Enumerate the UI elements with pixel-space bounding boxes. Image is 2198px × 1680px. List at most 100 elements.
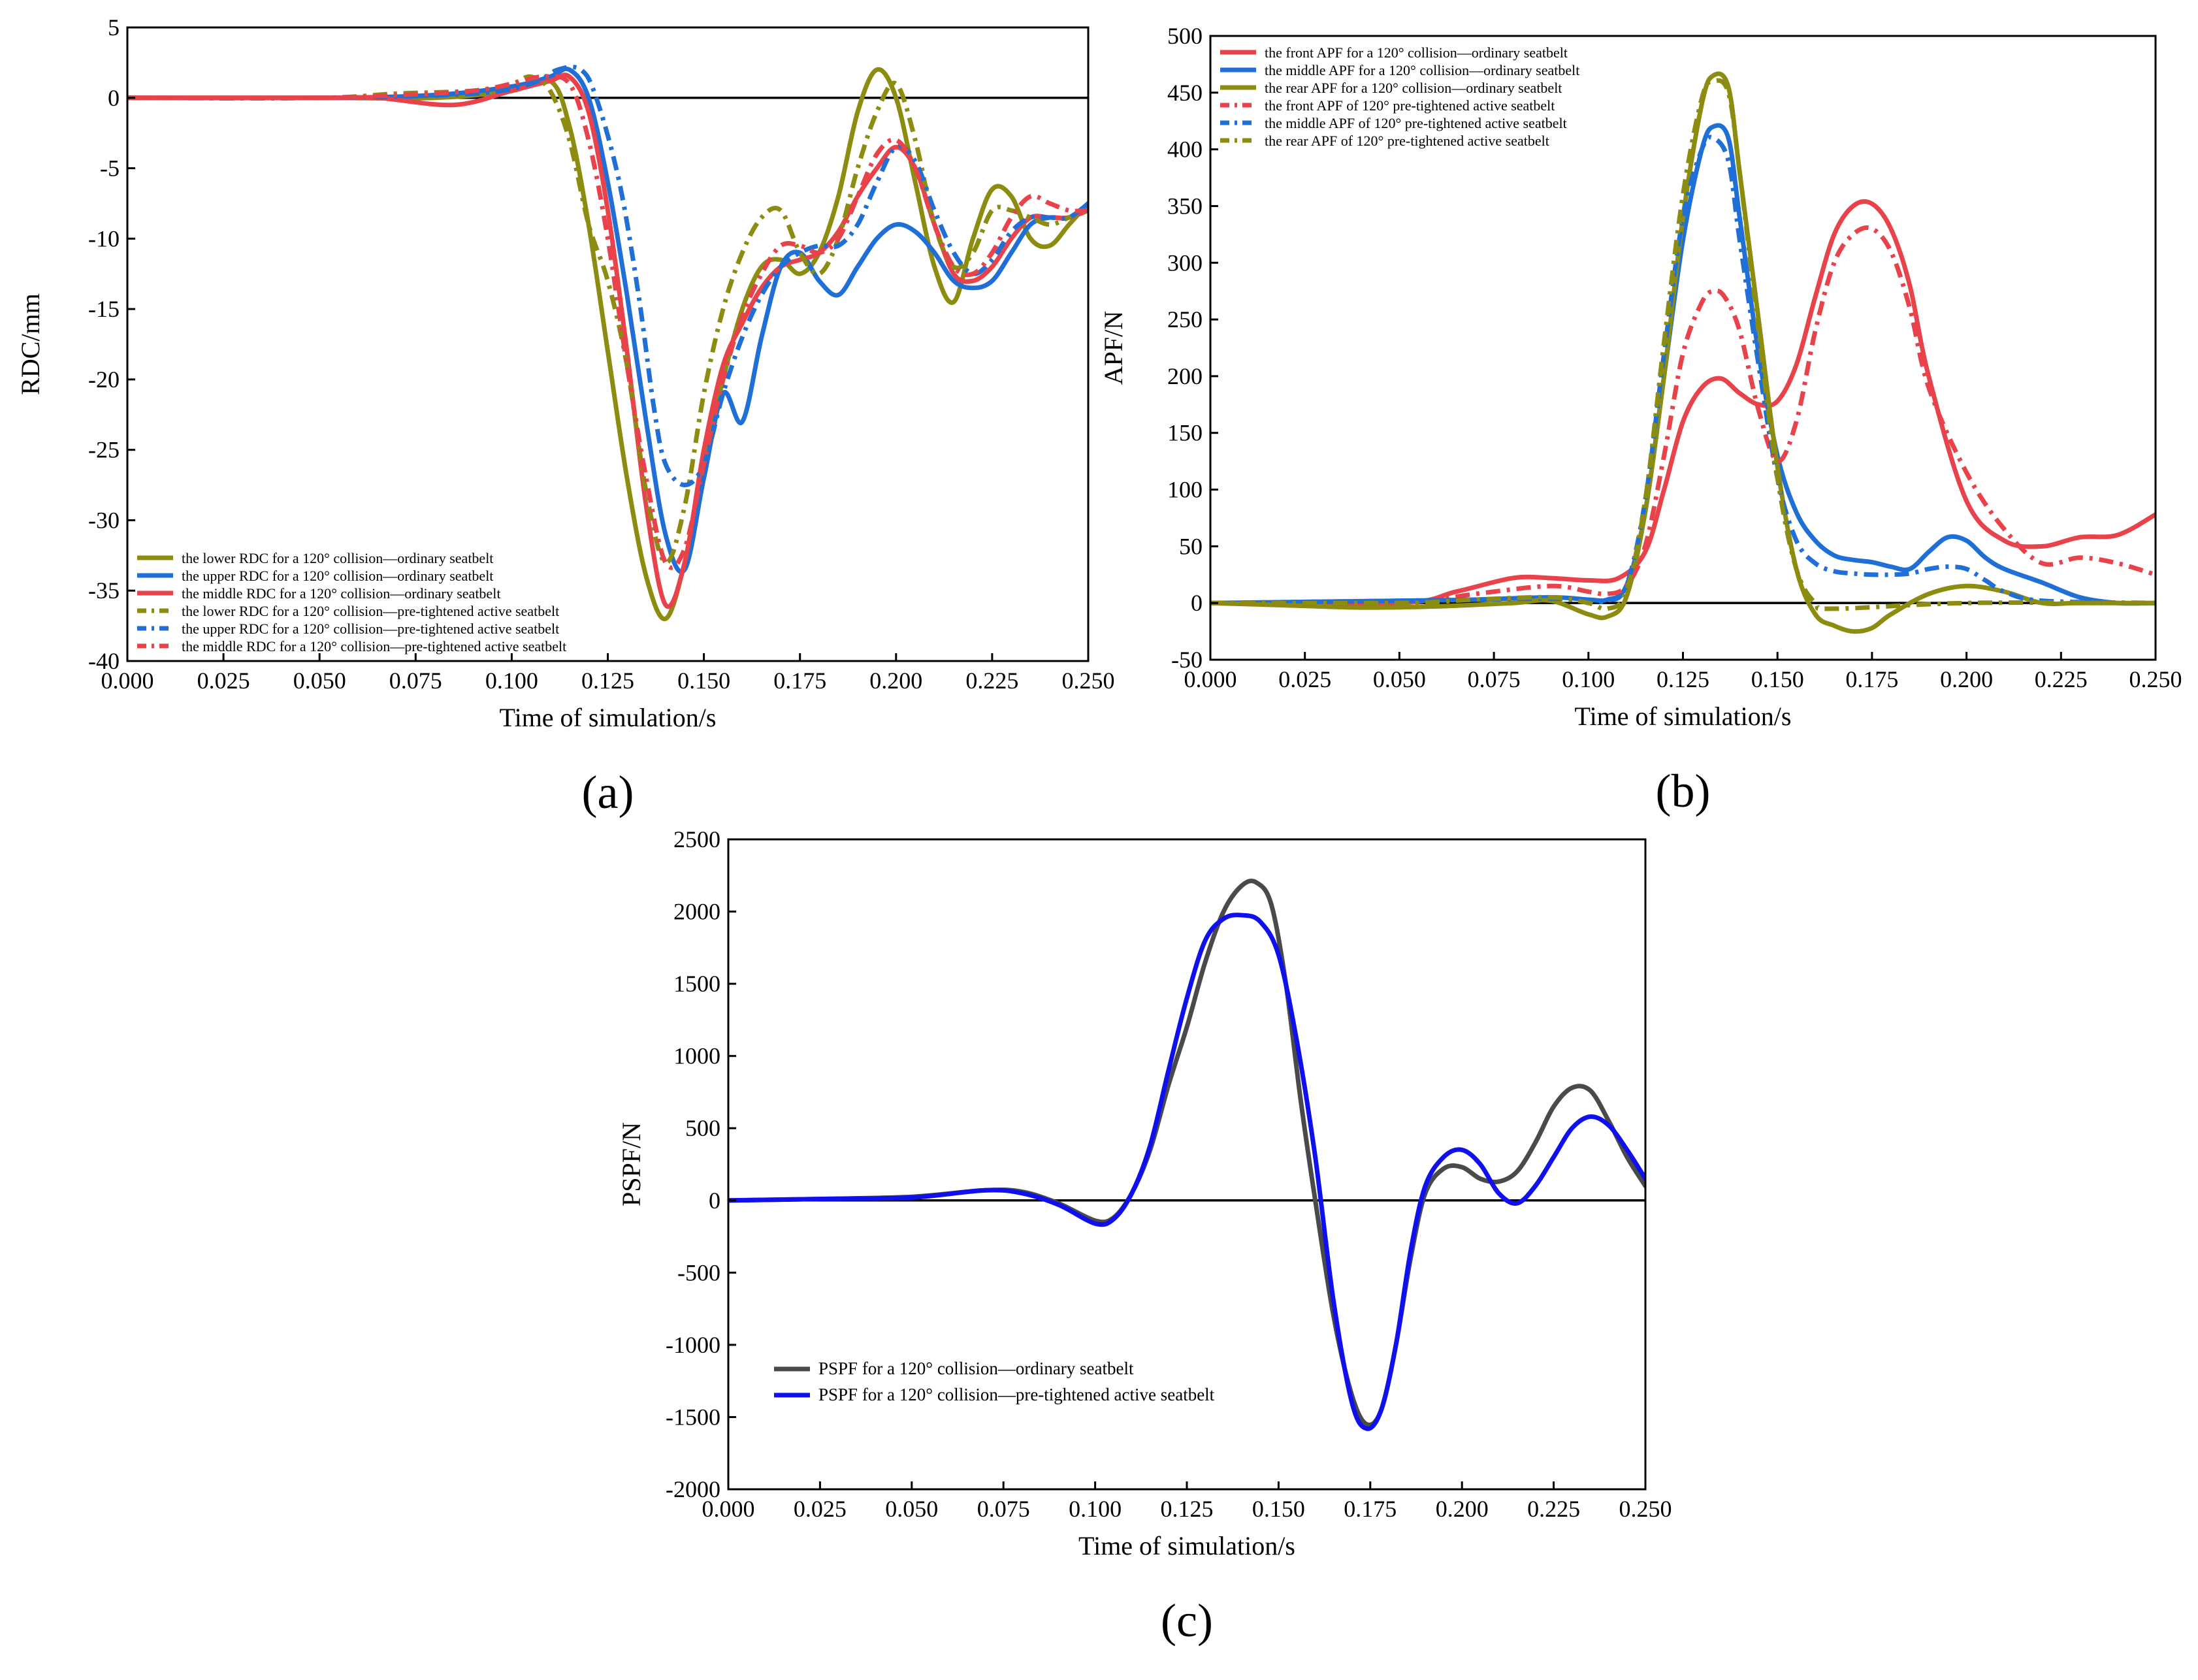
x-tick-label: 0.050 <box>885 1496 938 1522</box>
x-tick-label: 0.025 <box>794 1496 847 1522</box>
x-tick-label: 0.200 <box>869 668 922 694</box>
series-line-1 <box>127 67 1088 621</box>
x-tick-label: 0.150 <box>1252 1496 1305 1522</box>
x-tick-label: 0.050 <box>1373 666 1426 692</box>
y-tick-label: -10 <box>88 225 120 251</box>
x-tick-label: 0.125 <box>581 668 634 694</box>
legend-entry-label: the middle APF for a 120° collision—ordi… <box>1265 62 1579 78</box>
x-tick-label: 0.225 <box>1527 1496 1580 1522</box>
y-tick-label: 100 <box>1167 477 1203 503</box>
series-group <box>1210 71 2156 634</box>
y-tick-label: -1500 <box>666 1404 720 1430</box>
y-tick-label: 400 <box>1167 137 1203 163</box>
x-tick-label: 0.250 <box>1619 1496 1672 1522</box>
x-tick-label: 0.125 <box>1161 1496 1214 1522</box>
x-tick-label: 0.075 <box>977 1496 1030 1522</box>
legend-entry-label: the upper RDC for a 120° collision—ordin… <box>182 568 493 584</box>
series-line-1 <box>1210 199 2156 606</box>
y-tick-label: 350 <box>1167 193 1203 219</box>
x-tick-label: 0.050 <box>293 668 346 694</box>
series-line-2 <box>1210 123 2156 606</box>
y-tick-label: -35 <box>88 577 120 604</box>
legend: PSPF for a 120° collision—ordinary seatb… <box>774 1359 1215 1404</box>
series-line-1 <box>728 879 1645 1427</box>
y-tick-label: 2000 <box>673 899 720 925</box>
legend-entry-label: the middle RDC for a 120° collision—ordi… <box>182 585 500 602</box>
series-line-5 <box>127 65 1088 488</box>
legend-entry-label: the front APF of 120° pre-tightened acti… <box>1265 97 1555 114</box>
x-tick-label: 0.250 <box>2129 666 2182 692</box>
series-line-6 <box>127 74 1088 570</box>
panel-c-pspf-chart: 0.000 0.025 0.050 0.075 0.100 0.125 0.150 0.175… <box>617 826 1672 1647</box>
y-tick-label: -40 <box>88 648 120 674</box>
series-line-2 <box>728 913 1645 1431</box>
y-axis-label: PSPF/N <box>617 1122 646 1206</box>
legend-entry-label: the upper RDC for a 120° collision—pre-t… <box>182 621 559 637</box>
panel-a-rdc-chart: 0.000 0.025 0.050 0.075 0.100 0.125 0.150 0.175… <box>16 14 1115 818</box>
series-line-4 <box>1210 225 2156 606</box>
y-tick-label: 5 <box>108 14 120 40</box>
x-tick-label: 0.025 <box>1278 666 1331 692</box>
series-line-3 <box>127 73 1088 609</box>
series-line-3 <box>1210 71 2156 634</box>
y-axis-label: RDC/mm <box>16 293 45 395</box>
x-tick-label: 0.175 <box>1344 1496 1397 1522</box>
x-tick-label: 0.150 <box>677 668 730 694</box>
y-tick-label: 200 <box>1167 363 1203 389</box>
panel-label: (a) <box>582 766 634 818</box>
x-axis-label: Time of simulation/s <box>1078 1531 1295 1560</box>
x-tick-label: 0.250 <box>1062 668 1115 694</box>
y-tick-label: -50 <box>1171 647 1203 673</box>
legend-entry-label: PSPF for a 120° collision—ordinary seatb… <box>818 1359 1134 1378</box>
x-axis-label: Time of simulation/s <box>500 703 717 732</box>
legend-entry-label: the lower RDC for a 120° collision—pre-t… <box>182 603 559 619</box>
legend-entry-label: PSPF for a 120° collision—pre-tightened … <box>818 1385 1215 1404</box>
y-tick-label: 1500 <box>673 971 720 997</box>
x-tick-label: 0.225 <box>965 668 1018 694</box>
x-tick-label: 0.175 <box>1845 666 1898 692</box>
panel-label: (c) <box>1161 1594 1213 1647</box>
legend-entry-label: the front APF for a 120° collision—ordin… <box>1265 44 1568 61</box>
legend: the front APF for a 120° collision—ordin… <box>1220 44 1579 149</box>
series-group <box>127 65 1088 621</box>
series-group <box>728 879 1645 1431</box>
x-tick-label: 0.225 <box>2035 666 2088 692</box>
y-tick-label: -1000 <box>666 1332 720 1358</box>
y-tick-label: 50 <box>1179 533 1203 559</box>
legend-entry-label: the rear APF for a 120° collision—ordina… <box>1265 80 1562 96</box>
y-tick-label: 500 <box>685 1115 720 1141</box>
y-tick-label: 1000 <box>673 1043 720 1069</box>
x-tick-label: 0.100 <box>485 668 538 694</box>
legend-entry-label: the lower RDC for a 120° collision—ordin… <box>182 550 493 566</box>
x-tick-label: 0.075 <box>389 668 442 694</box>
legend-entry-label: the rear APF of 120° pre-tightened activ… <box>1265 133 1549 149</box>
x-tick-label: 0.000 <box>702 1496 755 1522</box>
y-tick-label: -15 <box>88 296 120 322</box>
y-tick-label: 2500 <box>673 826 720 852</box>
x-tick-label: 0.200 <box>1940 666 1993 692</box>
x-tick-label: 0.000 <box>101 668 154 694</box>
x-tick-label: 0.200 <box>1436 1496 1489 1522</box>
y-tick-label: -5 <box>100 155 120 182</box>
panel-b-apf-chart: 0.000 0.025 0.050 0.075 0.100 0.125 0.150 0.175… <box>1099 23 2182 817</box>
y-tick-label: 450 <box>1167 80 1203 106</box>
y-tick-label: 0 <box>709 1187 720 1214</box>
legend-entry-label: the middle APF of 120° pre-tightened act… <box>1265 115 1567 131</box>
x-tick-label: 0.100 <box>1069 1496 1122 1522</box>
y-tick-label: 0 <box>108 85 120 111</box>
y-tick-label: 300 <box>1167 250 1203 276</box>
x-tick-label: 0.175 <box>773 668 826 694</box>
y-tick-label: 150 <box>1167 420 1203 446</box>
y-tick-label: -2000 <box>666 1476 720 1502</box>
x-tick-label: 0.125 <box>1657 666 1709 692</box>
x-tick-label: 0.025 <box>197 668 250 694</box>
x-tick-label: 0.150 <box>1751 666 1804 692</box>
y-tick-label: -25 <box>88 437 120 463</box>
y-tick-label: 0 <box>1191 590 1203 616</box>
y-tick-label: -30 <box>88 507 120 533</box>
x-tick-label: 0.000 <box>1184 666 1237 692</box>
y-tick-label: -500 <box>677 1259 720 1285</box>
panel-label: (b) <box>1656 765 1711 817</box>
series-line-5 <box>1210 135 2156 606</box>
